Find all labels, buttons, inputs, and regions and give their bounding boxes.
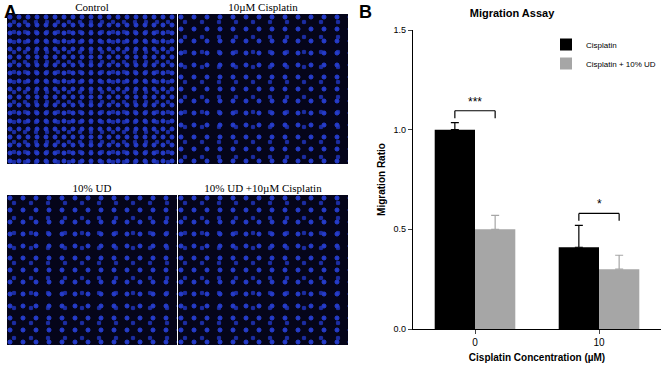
svg-text:Cisplatin: Cisplatin bbox=[586, 41, 617, 50]
svg-text:0.5: 0.5 bbox=[393, 224, 406, 234]
html-text:Control: Control bbox=[75, 1, 109, 13]
html-text:10µM Cisplatin: 10µM Cisplatin bbox=[228, 1, 298, 13]
svg-text:Migration Assay: Migration Assay bbox=[470, 7, 555, 19]
svg-text:10: 10 bbox=[593, 337, 605, 348]
svg-text:***: *** bbox=[468, 95, 482, 109]
svg-text:1.0: 1.0 bbox=[393, 125, 406, 135]
html-text:A: A bbox=[4, 2, 17, 22]
html-text:B: B bbox=[359, 2, 372, 22]
html-text:10% UD +10µM Cisplatin: 10% UD +10µM Cisplatin bbox=[204, 182, 322, 194]
svg-text:0: 0 bbox=[472, 337, 478, 348]
html-text:10% UD: 10% UD bbox=[72, 182, 112, 194]
svg-text:*: * bbox=[597, 197, 602, 211]
svg-text:1.5: 1.5 bbox=[393, 25, 406, 35]
svg-text:Migration Ratio: Migration Ratio bbox=[376, 143, 387, 216]
svg-text:Cisplatin Concentration (µM): Cisplatin Concentration (µM) bbox=[469, 352, 605, 363]
svg-text:Cisplatin + 10% UD: Cisplatin + 10% UD bbox=[586, 60, 656, 69]
svg-text:0.0: 0.0 bbox=[393, 324, 406, 334]
